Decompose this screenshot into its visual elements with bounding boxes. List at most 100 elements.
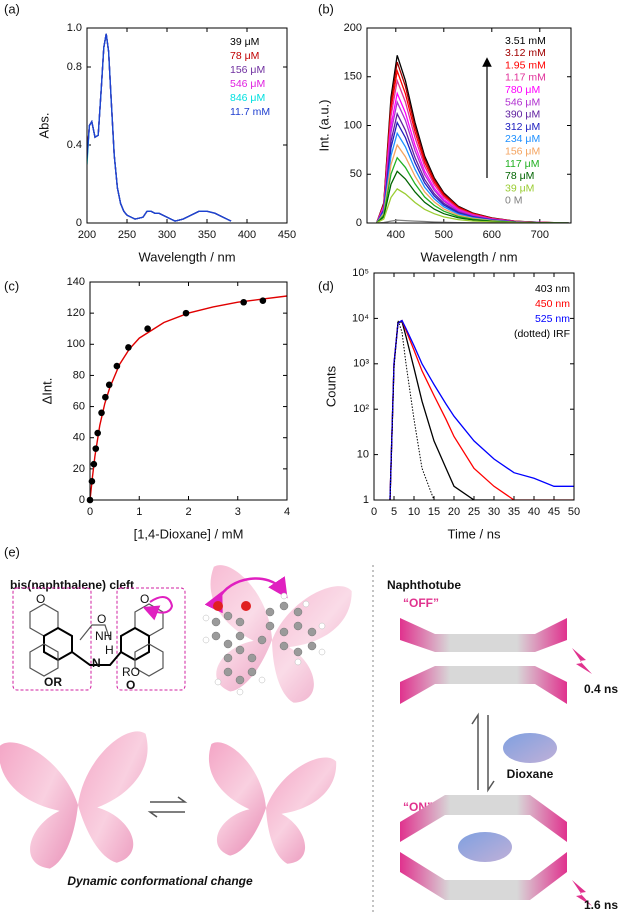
y-tick-label: 1 bbox=[363, 494, 369, 506]
data-point bbox=[113, 362, 121, 370]
y-tick-label: 0.4 bbox=[67, 139, 82, 151]
x-tick-label: 20 bbox=[448, 506, 460, 518]
data-point bbox=[259, 297, 267, 304]
x-tick-label: 10 bbox=[408, 506, 420, 518]
panel-label: (d) bbox=[318, 278, 334, 293]
panel-label: (a) bbox=[4, 1, 20, 16]
off-label: “OFF” bbox=[403, 596, 439, 610]
legend-label: 403 nm bbox=[535, 283, 570, 295]
atom-label: N bbox=[92, 656, 101, 670]
equilibrium-arrow bbox=[471, 712, 479, 790]
panel-label: (c) bbox=[4, 278, 19, 293]
legend-label: 312 μM bbox=[505, 121, 540, 133]
data-point bbox=[94, 429, 101, 437]
legend-label: 78 μM bbox=[505, 170, 534, 182]
data-point bbox=[98, 409, 105, 417]
series-line bbox=[87, 33, 232, 222]
left-title: bis(naphthalene) cleft bbox=[10, 578, 134, 592]
guest bbox=[458, 832, 512, 862]
x-tick-label: 700 bbox=[531, 229, 549, 241]
series-line bbox=[389, 319, 574, 500]
plot-frame bbox=[373, 272, 575, 501]
data-point bbox=[90, 460, 98, 468]
atom-label: NH bbox=[95, 629, 112, 643]
panel-label: (e) bbox=[4, 544, 20, 559]
legend-label: 546 μM bbox=[230, 78, 265, 90]
y-tick-label: 60 bbox=[73, 400, 85, 412]
y-tick-label: 10⁴ bbox=[352, 312, 369, 324]
equilibrium-arrow bbox=[487, 715, 495, 793]
x-tick-label: 400 bbox=[387, 229, 405, 241]
y-tick-label: 10⁵ bbox=[352, 267, 369, 279]
x-tick-label: 250 bbox=[118, 229, 136, 241]
legend-label: 3.12 mM bbox=[505, 47, 546, 59]
tube-wall bbox=[400, 795, 567, 842]
x-tick-label: 300 bbox=[158, 229, 176, 241]
chart: (d) Time / ns Counts 0 5 10 15 20 25 30 35 40 45 50 1 1… bbox=[318, 267, 580, 542]
atom-label: O bbox=[126, 678, 135, 692]
legend-label: 450 nm bbox=[535, 298, 570, 310]
atom-label: OR bbox=[44, 675, 62, 689]
right-title: Naphthotube bbox=[387, 578, 461, 592]
data-point bbox=[105, 381, 113, 389]
atom-label: O bbox=[140, 592, 149, 606]
atom-label: RO bbox=[122, 665, 140, 679]
equilibrium-arrow bbox=[150, 796, 188, 803]
x-tick-label: 50 bbox=[568, 506, 580, 518]
data-point bbox=[102, 393, 109, 401]
rotation-arrow bbox=[142, 596, 174, 621]
emission-bolt bbox=[572, 880, 592, 906]
y-tick-label: 120 bbox=[67, 307, 85, 319]
y-axis-title: ΔInt. bbox=[39, 378, 54, 405]
structure bbox=[29, 603, 164, 677]
legend-label: 78 μM bbox=[230, 50, 259, 62]
x-axis-title: Time / ns bbox=[448, 526, 501, 541]
fit-line bbox=[90, 295, 287, 500]
data-point bbox=[144, 325, 151, 333]
series-line bbox=[389, 320, 435, 500]
x-tick-label: 0 bbox=[87, 506, 93, 518]
x-tick-label: 1 bbox=[136, 506, 142, 518]
x-tick-label: 25 bbox=[468, 506, 480, 518]
legend-label: 525 nm bbox=[535, 313, 570, 325]
x-tick-label: 3 bbox=[235, 506, 241, 518]
legend-label: (dotted) IRF bbox=[514, 328, 570, 340]
x-axis-title: Wavelength / nm bbox=[138, 249, 235, 264]
y-tick-label: 40 bbox=[73, 432, 85, 444]
molecule bbox=[202, 592, 326, 696]
x-tick-label: 200 bbox=[78, 229, 96, 241]
x-tick-label: 40 bbox=[528, 506, 540, 518]
emission-bolt bbox=[572, 648, 592, 674]
legend-label: 546 μM bbox=[505, 96, 540, 108]
plot-frame bbox=[89, 281, 288, 501]
equilibrium-arrow bbox=[147, 811, 185, 818]
naphthalene-box bbox=[116, 587, 186, 691]
data-point bbox=[240, 298, 247, 306]
data-point bbox=[92, 445, 100, 452]
x-tick-label: 350 bbox=[198, 229, 216, 241]
guest-label: Dioxane bbox=[507, 767, 554, 781]
tube-wall bbox=[400, 618, 567, 652]
legend-label: 390 μM bbox=[505, 109, 540, 121]
y-tick-label: 140 bbox=[67, 276, 85, 288]
x-axis-title: Wavelength / nm bbox=[420, 249, 517, 264]
butterfly bbox=[195, 741, 338, 869]
y-tick-label: 0 bbox=[79, 494, 85, 506]
atom-label: O bbox=[36, 592, 45, 606]
y-axis-title: Counts bbox=[323, 365, 338, 407]
y-tick-label: 10³ bbox=[353, 358, 369, 370]
y-tick-label: 80 bbox=[73, 369, 85, 381]
x-tick-label: 450 bbox=[278, 229, 296, 241]
x-tick-label: 600 bbox=[483, 229, 501, 241]
x-tick-label: 30 bbox=[488, 506, 500, 518]
legend-label: 156 μM bbox=[505, 145, 540, 157]
data-point bbox=[182, 309, 190, 317]
y-tick-label: 100 bbox=[67, 338, 85, 350]
x-tick-label: 2 bbox=[185, 506, 191, 518]
y-axis-title: Int. (a.u.) bbox=[316, 99, 331, 151]
legend-label: 117 μM bbox=[505, 158, 539, 170]
y-axis-title: Abs. bbox=[36, 112, 51, 138]
plot-frame bbox=[86, 27, 288, 224]
y-tick-label: 100 bbox=[344, 119, 362, 131]
